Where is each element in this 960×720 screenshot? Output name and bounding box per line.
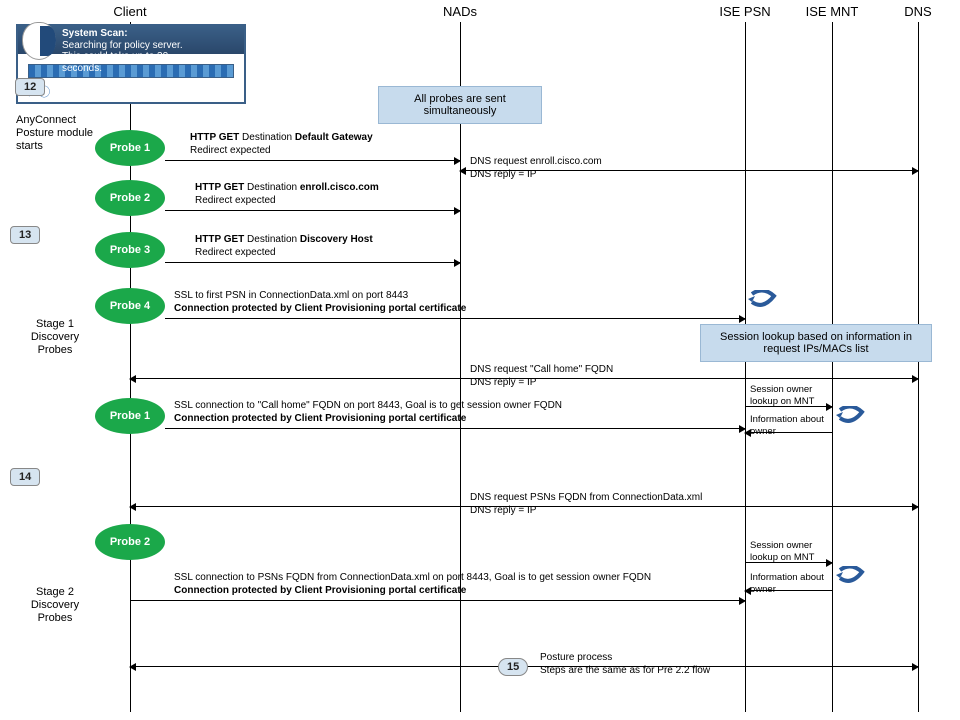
lifeline-nads: [460, 22, 461, 712]
step-13-badge: 13: [10, 226, 40, 244]
probe-2-node: Probe 2: [95, 180, 165, 216]
loop-icon-mnt-2: [836, 566, 866, 584]
mnt-lookup-1: Session owner lookup on MNT: [750, 384, 830, 408]
note-simultaneous: All probes are sent simultaneously: [378, 86, 542, 124]
label-mnt: ISE MNT: [806, 4, 859, 19]
probe-4-msg: SSL to first PSN in ConnectionData.xml o…: [174, 290, 694, 315]
loop-icon-mnt-1: [836, 406, 866, 424]
dns3-msg: DNS request PSNs FQDN from ConnectionDat…: [470, 492, 702, 517]
lifeline-mnt: [832, 22, 833, 712]
mnt-lookup-2: Session owner lookup on MNT: [750, 540, 830, 564]
mnt-info-1: Information about owner: [750, 414, 830, 438]
arrow-s2p2: [130, 600, 745, 601]
lifeline-client: [130, 22, 131, 712]
probe-1-node: Probe 1: [95, 130, 165, 166]
dns1-msg: DNS request enroll.cisco.comDNS reply = …: [470, 156, 602, 181]
probe-4-node: Probe 4: [95, 288, 165, 324]
stage2-probe2-msg: SSL connection to PSNs FQDN from Connect…: [174, 572, 734, 597]
diagram-canvas: Client NADs ISE PSN ISE MNT DNS System S…: [0, 0, 960, 720]
anyconnect-label: AnyConnect Posture module starts: [16, 114, 96, 154]
probe-3-msg: HTTP GET Destination Discovery Host Redi…: [195, 234, 455, 259]
scan-title: System Scan:: [62, 28, 128, 39]
arrow-s2p1: [165, 428, 745, 429]
probe-1-msg: HTTP GET Destination Default Gateway Red…: [190, 132, 450, 157]
stage1-label: Stage 1 Discovery Probes: [20, 318, 90, 358]
label-nads: NADs: [443, 4, 477, 19]
system-scan-window: System Scan: Searching for policy server…: [16, 24, 246, 104]
label-psn: ISE PSN: [719, 4, 770, 19]
arrow-p2: [165, 210, 460, 211]
mnt-info-2: Information about owner: [750, 572, 830, 596]
step-12-badge: 12: [15, 78, 45, 96]
step-15-badge: 15: [498, 658, 528, 676]
probe-3-node: Probe 3: [95, 232, 165, 268]
lifeline-dns: [918, 22, 919, 712]
stage2-probe-1-node: Probe 1: [95, 398, 165, 434]
posture-msg: Posture processSteps are the same as for…: [540, 652, 710, 677]
dns2-msg: DNS request "Call home" FQDNDNS reply = …: [470, 364, 613, 389]
arrow-p1: [165, 160, 460, 161]
stage2-label: Stage 2 Discovery Probes: [20, 586, 90, 626]
arrow-p3: [165, 262, 460, 263]
note-session-lookup: Session lookup based on information in r…: [700, 324, 932, 362]
lifeline-psn: [745, 22, 746, 712]
stage2-probe1-msg: SSL connection to "Call home" FQDN on po…: [174, 400, 734, 425]
step-14-badge: 14: [10, 468, 40, 486]
arrow-p4: [165, 318, 745, 319]
shield-icon: [22, 22, 56, 60]
label-dns: DNS: [904, 4, 931, 19]
scan-line1: Searching for policy server.: [62, 40, 183, 51]
label-client: Client: [113, 4, 146, 19]
probe-2-msg: HTTP GET Destination enroll.cisco.com Re…: [195, 182, 455, 207]
stage2-probe-2-node: Probe 2: [95, 524, 165, 560]
progress-bar: [28, 64, 234, 78]
loop-icon-psn: [748, 290, 778, 308]
